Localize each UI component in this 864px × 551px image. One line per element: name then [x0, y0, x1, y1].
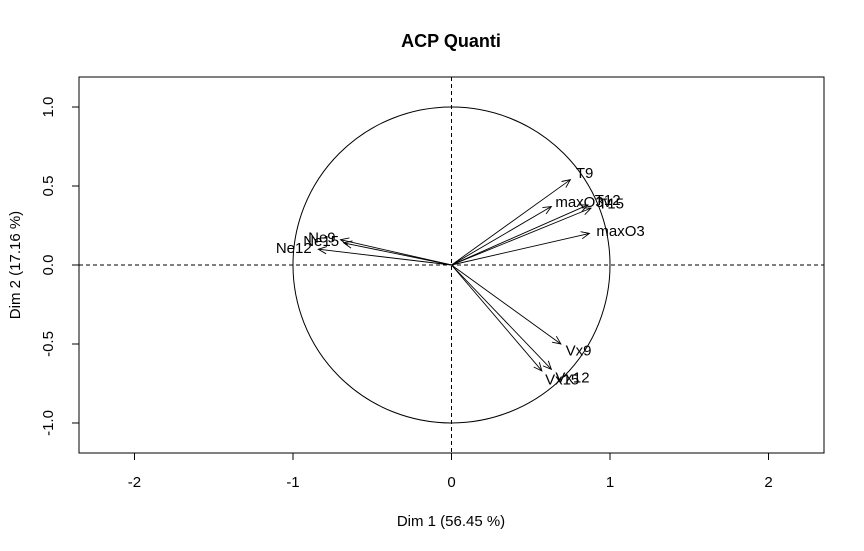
variable-arrow-shaft — [318, 248, 452, 266]
variable-arrow-shaft — [451, 232, 590, 266]
x-tick-label: 2 — [764, 474, 772, 491]
variable-arrow-head — [551, 335, 562, 345]
variable-arrow-shaft — [451, 206, 552, 266]
variable-arrow-shaft — [451, 264, 562, 345]
variable-label: T15 — [598, 196, 624, 213]
variable-arrow-head — [580, 231, 591, 240]
variable-arrow-shaft — [343, 242, 452, 266]
variable-arrow-head — [542, 205, 553, 215]
y-tick-label: -0.5 — [40, 331, 57, 357]
variable-label: Ne9 — [308, 230, 336, 247]
variable-arrow-head — [581, 207, 593, 215]
y-tick-label: 0.0 — [40, 255, 57, 276]
variable-arrow-head — [542, 360, 553, 371]
variable-label: Vx12 — [555, 370, 589, 387]
x-tick-label: -2 — [128, 474, 141, 491]
variable-label: Vx9 — [566, 342, 592, 359]
variable-label: maxO3 — [596, 223, 644, 240]
variable-label: T9 — [576, 165, 594, 182]
variable-arrow-head — [342, 240, 353, 249]
variable-arrow-head — [578, 204, 589, 212]
unit-circle — [292, 106, 611, 424]
chart-title: ACP Quanti — [401, 31, 501, 51]
variable-label: maxO3v — [555, 194, 611, 211]
variable-arrow-head — [317, 246, 328, 255]
variable-arrow-shaft — [451, 179, 571, 266]
variable-arrow-shaft — [451, 264, 543, 372]
variable-arrow-head — [561, 179, 572, 188]
variable-arrow-shaft — [451, 204, 589, 266]
variable-arrow-shaft — [451, 207, 592, 266]
variable-label: Vx15 — [545, 371, 579, 388]
x-tick-label: 1 — [606, 474, 614, 491]
variable-label: T12 — [595, 192, 621, 209]
variable-label: Ne12 — [276, 240, 312, 257]
x-axis-label: Dim 1 (56.45 %) — [397, 513, 505, 530]
y-axis-label: Dim 2 (17.16 %) — [7, 211, 24, 319]
variable-label: Ne15 — [303, 233, 339, 250]
variable-arrow-shaft — [451, 264, 552, 370]
axes-layer: -2 -1 0 1 2 -1.0 -0.5 0.0 0.5 1.0 — [40, 77, 824, 491]
variable-arrow-head — [533, 362, 543, 372]
x-tick-label: 0 — [447, 474, 455, 491]
y-tick-label: 1.0 — [40, 97, 57, 118]
x-tick-label: -1 — [286, 474, 299, 491]
y-tick-label: -1.0 — [40, 410, 57, 436]
y-tick-label: 0.5 — [40, 176, 57, 197]
